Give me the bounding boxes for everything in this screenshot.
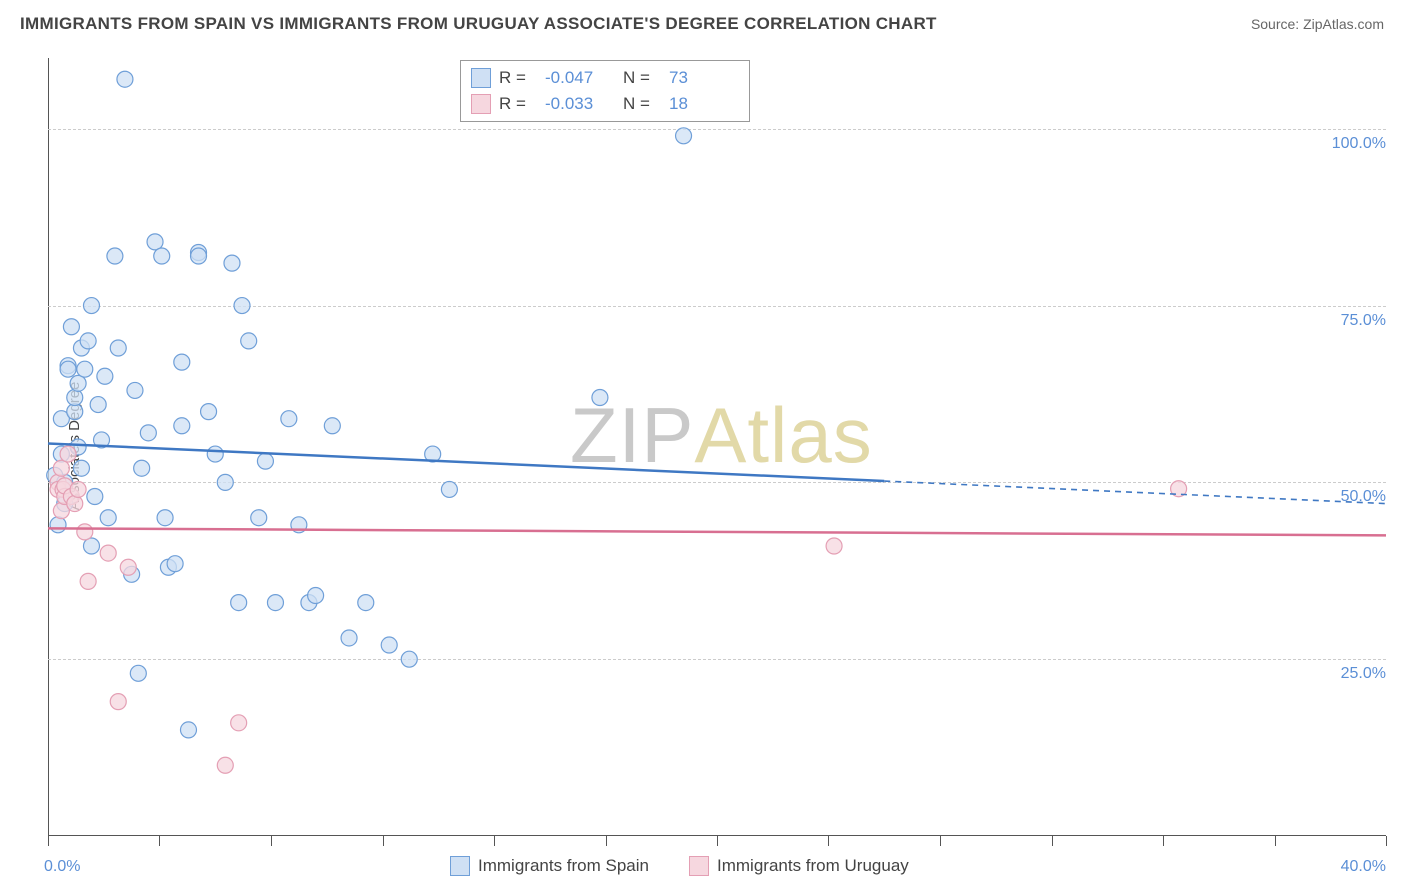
data-point: [676, 128, 692, 144]
data-point: [100, 510, 116, 526]
data-point: [381, 637, 397, 653]
data-point: [201, 404, 217, 420]
r-label: R =: [499, 68, 537, 88]
scatter-chart: [48, 58, 1386, 836]
swatch-spain: [471, 68, 491, 88]
data-point: [127, 382, 143, 398]
trend-line: [48, 528, 1386, 535]
data-point: [83, 538, 99, 554]
data-point: [77, 361, 93, 377]
data-point: [592, 389, 608, 405]
data-point: [281, 411, 297, 427]
data-point: [50, 517, 66, 533]
data-point: [231, 595, 247, 611]
legend-item-spain: Immigrants from Spain: [450, 856, 649, 876]
data-point: [324, 418, 340, 434]
data-point: [120, 559, 136, 575]
data-point: [60, 361, 76, 377]
trend-line-extrapolated: [884, 481, 1386, 504]
data-point: [231, 715, 247, 731]
data-point: [154, 248, 170, 264]
r-label: R =: [499, 94, 537, 114]
data-point: [826, 538, 842, 554]
data-point: [267, 595, 283, 611]
data-point: [67, 496, 83, 512]
data-point: [77, 524, 93, 540]
data-point: [174, 418, 190, 434]
data-point: [441, 481, 457, 497]
data-point: [130, 665, 146, 681]
data-point: [134, 460, 150, 476]
n-label: N =: [623, 94, 661, 114]
n-value: 73: [669, 68, 739, 88]
data-point: [174, 354, 190, 370]
data-point: [234, 298, 250, 314]
data-point: [60, 446, 76, 462]
data-point: [110, 694, 126, 710]
swatch-spain: [450, 856, 470, 876]
swatch-uruguay: [471, 94, 491, 114]
data-point: [73, 460, 89, 476]
data-point: [90, 397, 106, 413]
r-value: -0.033: [545, 94, 615, 114]
data-point: [207, 446, 223, 462]
data-point: [67, 389, 83, 405]
data-point: [80, 333, 96, 349]
legend-label: Immigrants from Uruguay: [717, 856, 909, 876]
data-point: [100, 545, 116, 561]
data-point: [401, 651, 417, 667]
data-point: [308, 588, 324, 604]
data-point: [70, 375, 86, 391]
x-tick-label: 40.0%: [1341, 858, 1386, 876]
series-legend: Immigrants from Spain Immigrants from Ur…: [450, 856, 909, 876]
x-tick-label: 0.0%: [44, 858, 80, 876]
data-point: [80, 573, 96, 589]
data-point: [53, 460, 69, 476]
data-point: [180, 722, 196, 738]
data-point: [70, 481, 86, 497]
trend-line: [48, 443, 884, 481]
data-point: [217, 474, 233, 490]
data-point: [157, 510, 173, 526]
data-point: [117, 71, 133, 87]
swatch-uruguay: [689, 856, 709, 876]
data-point: [167, 556, 183, 572]
data-point: [224, 255, 240, 271]
data-point: [191, 248, 207, 264]
data-point: [217, 757, 233, 773]
legend-row-spain: R = -0.047 N = 73: [471, 65, 739, 91]
chart-title: IMMIGRANTS FROM SPAIN VS IMMIGRANTS FROM…: [20, 14, 937, 34]
legend-label: Immigrants from Spain: [478, 856, 649, 876]
n-value: 18: [669, 94, 739, 114]
data-point: [83, 298, 99, 314]
n-label: N =: [623, 68, 661, 88]
data-point: [140, 425, 156, 441]
data-point: [110, 340, 126, 356]
data-point: [341, 630, 357, 646]
data-point: [251, 510, 267, 526]
data-point: [107, 248, 123, 264]
data-point: [147, 234, 163, 250]
data-point: [257, 453, 273, 469]
source-attribution: Source: ZipAtlas.com: [1251, 16, 1384, 32]
data-point: [358, 595, 374, 611]
data-point: [241, 333, 257, 349]
r-value: -0.047: [545, 68, 615, 88]
data-point: [97, 368, 113, 384]
legend-item-uruguay: Immigrants from Uruguay: [689, 856, 909, 876]
correlation-legend: R = -0.047 N = 73 R = -0.033 N = 18: [460, 60, 750, 122]
data-point: [87, 489, 103, 505]
legend-row-uruguay: R = -0.033 N = 18: [471, 91, 739, 117]
data-point: [63, 319, 79, 335]
